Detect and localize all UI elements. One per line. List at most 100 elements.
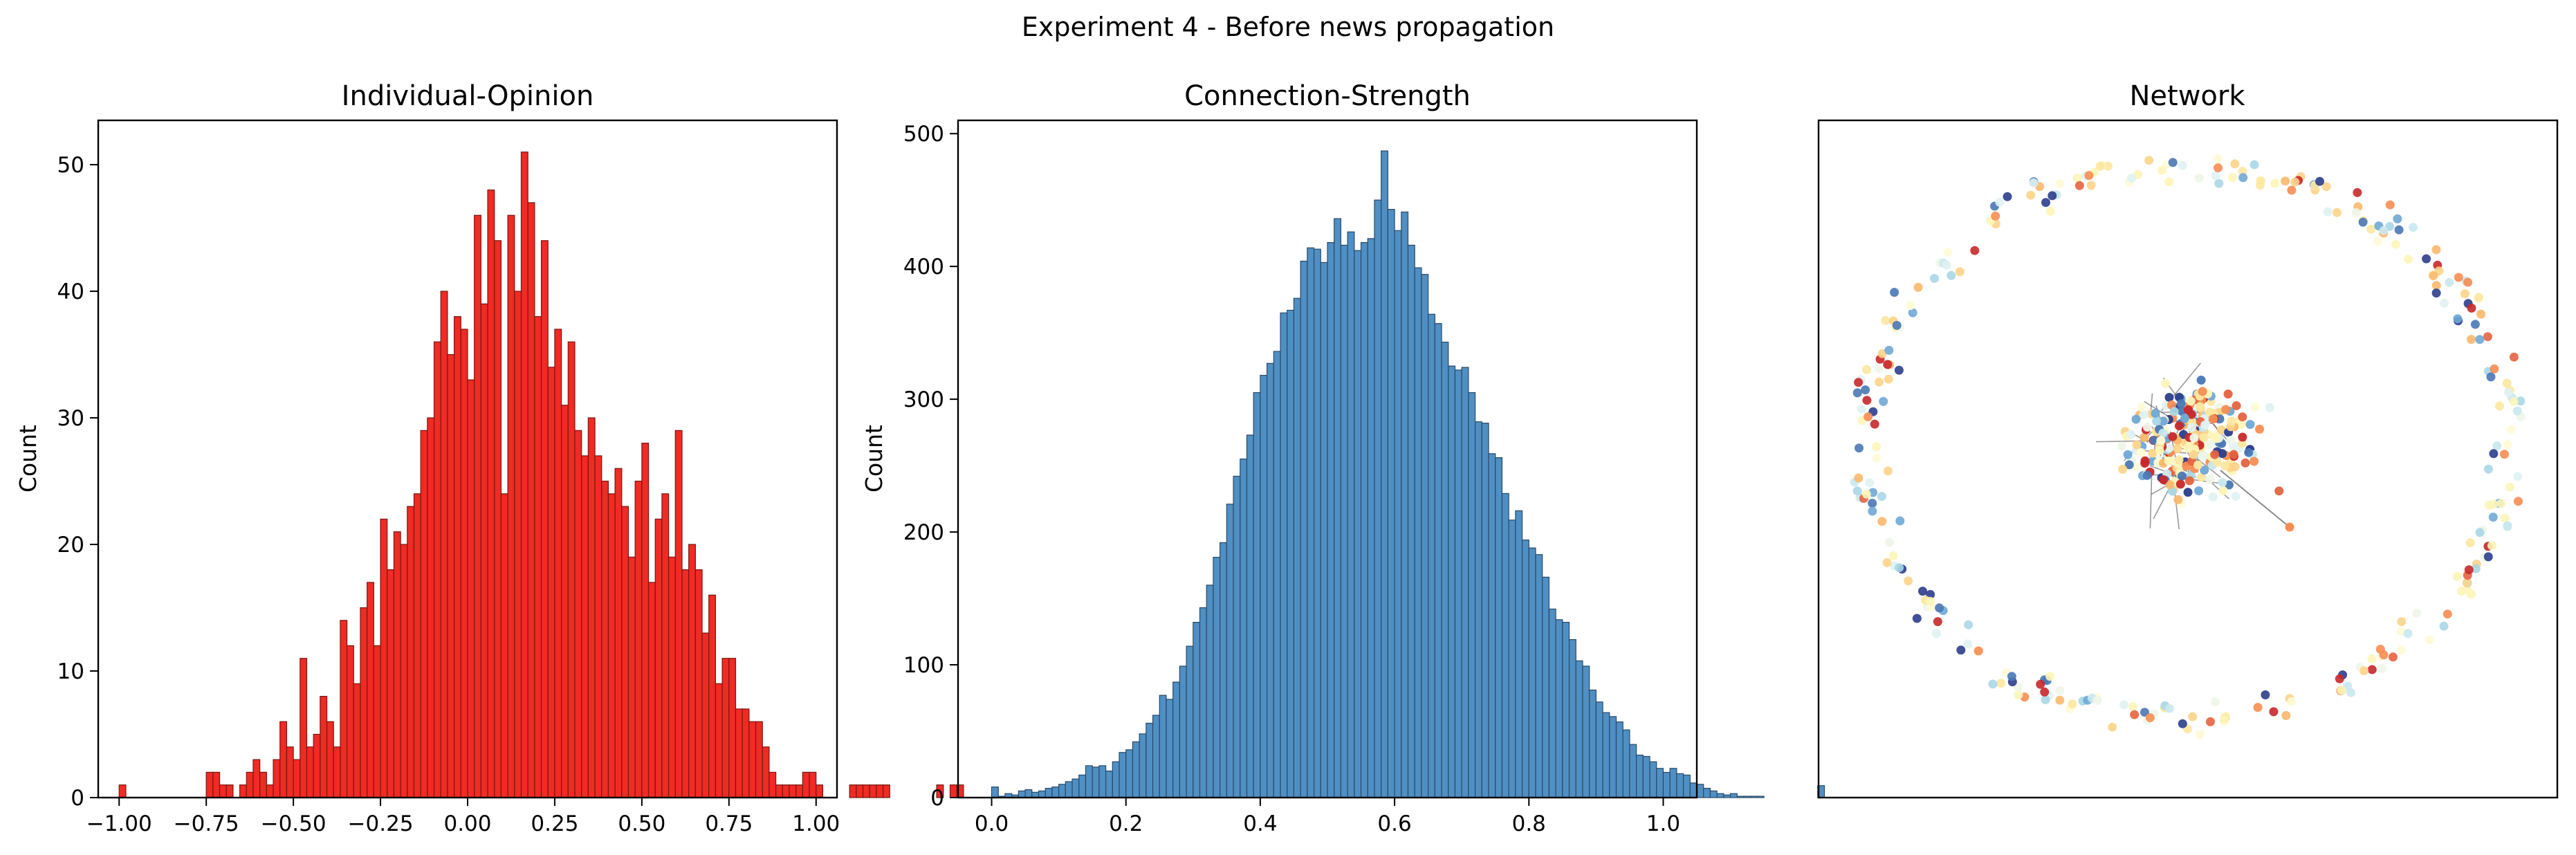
network-node	[2041, 198, 2050, 208]
histogram-bar	[1273, 351, 1281, 798]
histogram-bar	[1132, 741, 1140, 798]
network-node	[2139, 410, 2149, 419]
network-plot-frame	[1817, 119, 2559, 799]
network-node	[2194, 486, 2204, 495]
histogram-bar	[1367, 238, 1375, 798]
histogram-bar	[279, 721, 288, 798]
x-tick-label: 0.8	[1512, 811, 1546, 836]
network-node	[1879, 396, 1888, 406]
histogram-bar	[413, 493, 421, 798]
histogram-bar	[226, 784, 234, 798]
network-node	[2270, 178, 2280, 188]
network-node	[2084, 171, 2094, 181]
histogram-bar	[333, 746, 341, 798]
network-node	[1895, 516, 1905, 526]
network-node	[2471, 564, 2481, 573]
network-node	[1913, 282, 1923, 292]
histogram-bar	[641, 443, 650, 798]
network-node	[2315, 176, 2324, 186]
histogram-bar	[775, 784, 783, 798]
histogram-bar	[647, 582, 656, 798]
histogram-bar	[212, 771, 221, 798]
network-node	[2474, 293, 2483, 302]
network-node	[2117, 441, 2126, 451]
histogram-bar	[607, 493, 616, 798]
network-node	[2196, 472, 2206, 482]
network-node	[2140, 459, 2150, 468]
histogram-bar	[949, 784, 957, 798]
network-node	[2440, 298, 2449, 308]
network-node	[2169, 407, 2179, 416]
histogram-bar	[748, 721, 757, 798]
network-node	[2442, 609, 2452, 619]
histogram-bar	[674, 430, 683, 798]
network-node	[2509, 352, 2519, 362]
histogram-bar	[1240, 458, 1248, 798]
network-node	[2269, 707, 2279, 717]
network-node	[2487, 541, 2496, 551]
network-node	[2431, 245, 2441, 255]
network-node	[1875, 377, 1884, 387]
network-node	[2200, 421, 2210, 430]
network-node	[2509, 396, 2519, 406]
network-node	[2475, 528, 2485, 537]
network-node	[1854, 473, 1864, 483]
histogram-bar	[1414, 267, 1422, 798]
network-node	[1874, 364, 1884, 374]
network-node	[2470, 320, 2480, 329]
network-node	[2513, 472, 2523, 481]
network-node	[1991, 211, 2000, 221]
histogram-bar	[205, 771, 214, 798]
network-node	[2385, 200, 2395, 210]
histogram-bar	[715, 683, 723, 798]
histogram-bar	[1434, 323, 1442, 798]
network-node	[2412, 608, 2422, 618]
network-node	[2227, 416, 2236, 426]
network-node	[2377, 663, 2387, 673]
network-nodes	[1850, 154, 2526, 739]
network-node	[2431, 288, 2441, 298]
network-node	[2156, 436, 2166, 445]
histogram-bar	[1629, 744, 1637, 798]
network-node	[2503, 440, 2512, 450]
network-node	[2158, 416, 2168, 426]
network-node	[2183, 488, 2193, 497]
network-node	[2155, 445, 2164, 455]
network-node	[2092, 696, 2102, 706]
network-node	[2200, 466, 2209, 475]
x-tick-label: 0.0	[975, 811, 1009, 836]
network-node	[2505, 482, 2514, 492]
histogram-bar	[1716, 793, 1724, 798]
histogram-bar	[594, 455, 602, 798]
histogram-bar	[313, 733, 321, 798]
histogram-bar	[1038, 790, 1046, 798]
histogram-bar	[701, 632, 710, 798]
network-node	[2375, 645, 2385, 654]
network-node	[1872, 453, 1882, 463]
network-node	[2464, 565, 2474, 575]
histogram-bar	[440, 291, 448, 798]
histogram-bar	[400, 544, 408, 798]
network-node	[2176, 399, 2186, 409]
histogram-bar	[1018, 790, 1026, 798]
network-node	[2261, 690, 2270, 699]
network-node	[1955, 267, 1965, 277]
histogram-bar	[1461, 367, 1469, 798]
network-node	[2007, 672, 2016, 681]
histogram-bar	[1293, 297, 1301, 798]
connection-histogram-panel: Connection-Strength 0.0 0.2 0.4 0.6 0.8 1.0 0 1…	[861, 80, 1825, 836]
histogram-bar	[1750, 796, 1758, 798]
network-node	[2503, 387, 2513, 397]
network-node	[2256, 176, 2265, 185]
network-node	[2393, 214, 2402, 223]
histogram-bar	[1199, 607, 1207, 798]
network-node	[2492, 441, 2502, 450]
network-node	[2213, 154, 2223, 164]
histogram-bar	[869, 784, 877, 798]
network-node	[2238, 432, 2247, 442]
histogram-bar	[1568, 638, 1576, 798]
network-node	[2290, 177, 2300, 187]
network-node	[2209, 414, 2218, 424]
histogram-bar	[1689, 782, 1698, 798]
histogram-bar	[1071, 778, 1080, 798]
